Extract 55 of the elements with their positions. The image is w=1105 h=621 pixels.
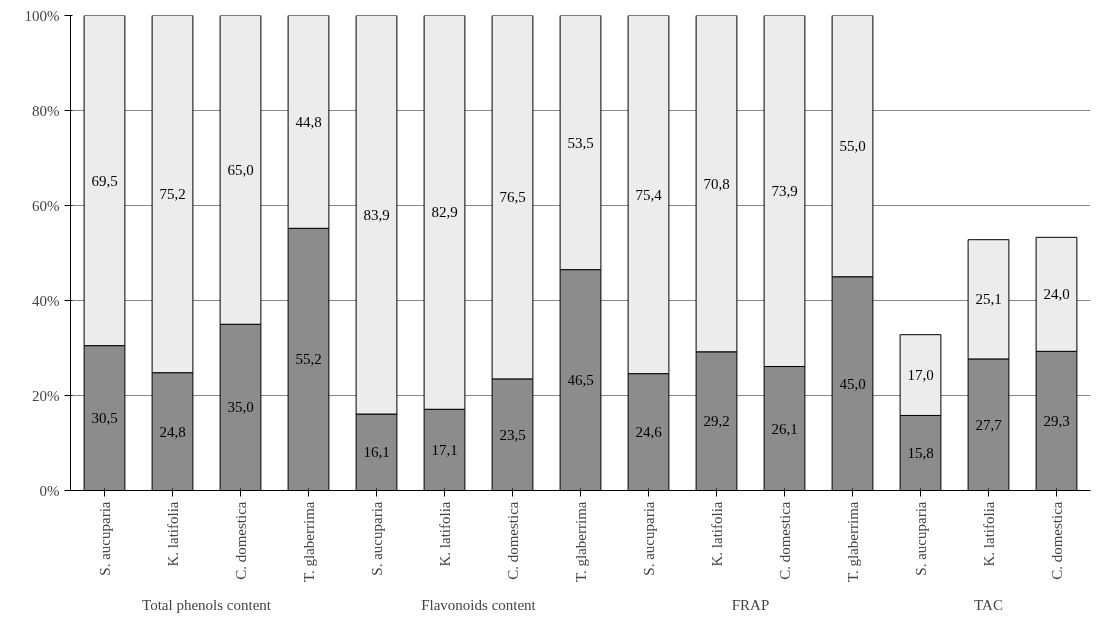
data-label: 55,0	[839, 138, 866, 155]
x-tick-label: K. latifolia	[980, 501, 997, 567]
data-label: 24,8	[159, 423, 186, 440]
data-label: 26,1	[771, 420, 798, 437]
y-tick-label: 20%	[32, 387, 60, 404]
x-tick-label: K. latifolia	[708, 501, 725, 567]
y-tick-label: 80%	[32, 102, 60, 119]
x-tick-label: S. aucuparia	[96, 501, 113, 576]
data-label: 73,9	[771, 183, 798, 200]
x-tick-label: K. latifolia	[164, 501, 181, 567]
data-label: 83,9	[363, 206, 390, 223]
x-tick-label: S. aucuparia	[912, 501, 929, 576]
data-label: 45,0	[839, 375, 866, 392]
data-label: 82,9	[431, 204, 458, 221]
data-label: 24,0	[1043, 286, 1070, 303]
x-tick-label: S. aucuparia	[640, 501, 657, 576]
data-label: 76,5	[499, 189, 526, 206]
y-tick-label: 0%	[39, 482, 60, 499]
data-label: 46,5	[567, 372, 594, 389]
data-label: 75,4	[635, 186, 663, 203]
data-label: 69,5	[91, 172, 118, 189]
x-tick-label: C. domestica	[776, 501, 793, 580]
data-label: 27,7	[975, 416, 1003, 433]
x-tick-label: C. domestica	[1048, 501, 1065, 580]
text: Flavonoids content	[421, 596, 537, 613]
x-tick-label: S. aucuparia	[368, 501, 385, 576]
data-label: 70,8	[703, 175, 730, 192]
data-label: 29,2	[703, 413, 730, 430]
text: TAC	[974, 596, 1003, 613]
y-tick-label: 40%	[32, 292, 60, 309]
y-tick-label: 60%	[32, 197, 60, 214]
x-tick-label: C. domestica	[232, 501, 249, 580]
data-label: 44,8	[295, 113, 322, 130]
data-label: 16,1	[363, 444, 390, 461]
text: Total phenols content	[142, 596, 272, 613]
data-label: 17,0	[907, 367, 934, 384]
data-label: 24,6	[635, 424, 663, 441]
data-label: 35,0	[227, 399, 254, 416]
x-tick-label: T. glaberrima	[300, 501, 317, 583]
x-tick-label: K. latifolia	[436, 501, 453, 567]
x-tick-label: C. domestica	[504, 501, 521, 580]
x-tick-label: T. glaberrima	[572, 501, 589, 583]
x-tick-label: T. glaberrima	[844, 501, 861, 583]
data-label: 29,3	[1043, 412, 1070, 429]
data-label: 55,2	[295, 351, 322, 368]
data-label: 17,1	[431, 441, 458, 458]
data-label: 65,0	[227, 161, 254, 178]
data-label: 30,5	[91, 410, 118, 427]
data-label: 75,2	[159, 186, 186, 203]
data-label: 23,5	[499, 426, 526, 443]
y-tick-label: 100%	[24, 7, 60, 24]
text: FRAP	[731, 596, 770, 613]
data-label: 25,1	[975, 291, 1002, 308]
data-label: 15,8	[907, 444, 934, 461]
data-label: 53,5	[567, 134, 594, 151]
